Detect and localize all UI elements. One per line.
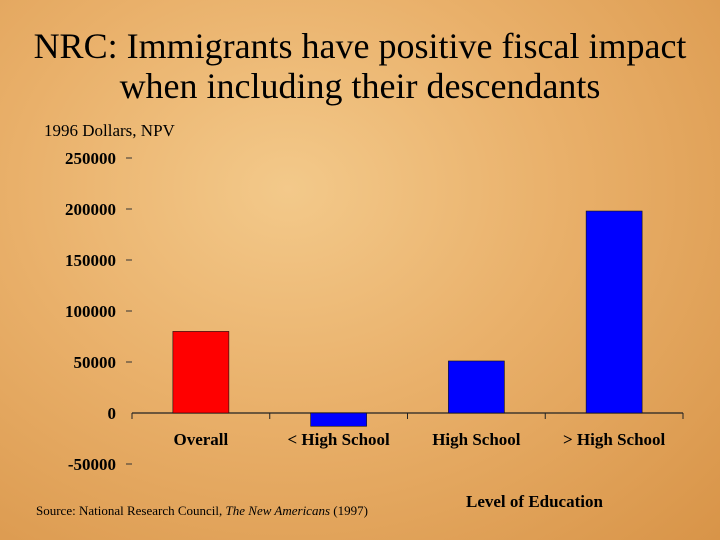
- y-tick-label: 200000: [65, 200, 116, 219]
- y-tick-label: 150000: [65, 251, 116, 270]
- source-suffix: (1997): [330, 503, 368, 518]
- bar-2: [448, 360, 505, 414]
- bar-1: [310, 412, 367, 427]
- title-line-1: NRC: Immigrants have positive fiscal imp…: [33, 26, 687, 66]
- y-tick-label: 100000: [65, 302, 116, 321]
- y-tick-label: 250000: [65, 149, 116, 168]
- source-prefix: Source: National Research Council,: [36, 503, 226, 518]
- y-tick-label: 50000: [74, 353, 117, 372]
- y-tick-label: -50000: [68, 455, 116, 474]
- source-work-title: The New Americans: [225, 503, 331, 518]
- y-axis-units-label: 1996 Dollars, NPV: [44, 121, 175, 140]
- x-tick-label: < High School: [287, 430, 390, 449]
- x-axis-title: Level of Education: [466, 492, 603, 511]
- source-note: Source: National Research Council, The N…: [36, 503, 368, 519]
- bar-3: [585, 210, 643, 414]
- title-line-2: when including their descendants: [119, 66, 601, 106]
- y-tick-label: 0: [108, 404, 117, 423]
- x-tick-label: High School: [432, 430, 521, 449]
- x-tick-label: > High School: [563, 430, 666, 449]
- bar-0: [172, 331, 230, 414]
- x-tick-label: Overall: [173, 430, 228, 449]
- chart-title: NRC: Immigrants have positive fiscal imp…: [0, 26, 720, 106]
